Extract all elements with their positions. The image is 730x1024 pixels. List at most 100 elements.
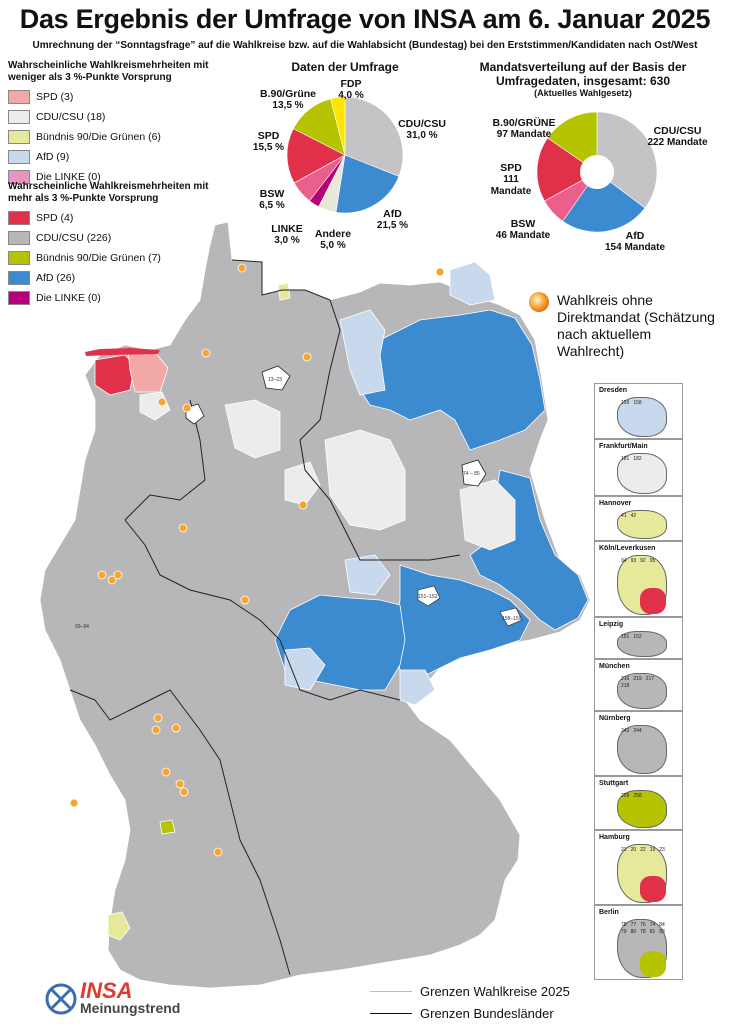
no-mandate-marker — [302, 352, 312, 362]
inset-district-label: 93 — [630, 558, 637, 564]
no-mandate-marker — [151, 725, 161, 735]
inset-title: Köln/Leverkusen — [599, 545, 656, 552]
pie1-title: Daten der Umfrage — [291, 60, 399, 74]
inset-district-label: 76 — [640, 922, 646, 928]
inset-district-label: 41 — [621, 513, 627, 519]
leipzig-city — [417, 585, 441, 607]
pie-slice-b-90-gr-ne — [547, 111, 598, 173]
inset-hamburg: Hamburg 21 20 22 19 23 — [594, 830, 683, 905]
berlin-city — [461, 459, 487, 487]
inset-district-label: 258 — [633, 793, 642, 799]
inset-district-label: 19 — [649, 847, 656, 853]
legend-item: Bündnis 90/Die Grünen (6) — [8, 127, 223, 147]
pie2-label-gruene: B.90/GRÜNE 97 Mandate — [492, 117, 556, 140]
legend-label: Bündnis 90/Die Grünen (7) — [36, 252, 161, 264]
gruene-weak-south-west — [107, 911, 131, 941]
cdu-weak-lowersaxony — [224, 399, 281, 459]
legend-swatch — [8, 231, 30, 245]
no-mandate-marker — [298, 500, 308, 510]
inset-frankfurt-main: Frankfurt/Main 181 182 — [594, 439, 683, 496]
pie-chart-mandates — [536, 111, 658, 233]
east-frisian-islands — [85, 348, 160, 356]
inset-district-shape — [617, 673, 667, 709]
legend-swatch — [8, 170, 30, 184]
page-title: Das Ergebnis der Umfrage von INSA am 6. … — [19, 4, 711, 34]
legend-item: AfD (26) — [8, 268, 223, 288]
legend-item: SPD (4) — [8, 208, 223, 228]
pie1-label-fdp: FDP 4,0 % — [338, 78, 364, 101]
inset-district-label: 83 — [659, 929, 665, 935]
inset-stuttgart: Stuttgart 259 258 — [594, 776, 683, 830]
inset-title: Leipzig — [599, 621, 624, 628]
legend-item: Die LINKE (0) — [8, 167, 223, 187]
cdu-weak-hannover — [284, 461, 321, 506]
inset-district-shape — [617, 919, 667, 978]
inset-district-label: 81 — [649, 929, 656, 935]
afd-weak-thuringia — [284, 647, 326, 691]
inset-title: Berlin — [599, 909, 619, 916]
legend-weak: Wahrscheinliche Wahlkreismehrheiten mit … — [8, 60, 223, 187]
inset-leipzig: Leipzig 151 152 — [594, 617, 683, 659]
legend-label: CDU/CSU (18) — [36, 111, 106, 123]
afd-weak-saxony-anhalt — [344, 554, 391, 596]
inset-district-label: 94 — [621, 558, 627, 564]
inset-district-label: 181 — [621, 456, 630, 462]
inset-district-label: 77 — [630, 922, 637, 928]
inset-berlin: Berlin 75 77 76 74 84 79 80 78 81 83 — [594, 905, 683, 980]
wk-border-label: Grenzen Wahlkreise 2025 — [420, 983, 570, 999]
legend-item: CDU/CSU (226) — [8, 228, 223, 248]
pie-chart-survey — [286, 96, 404, 214]
inset-title: Nürnberg — [599, 715, 631, 722]
inset-m-nchen: München 216 219 217 218 — [594, 659, 683, 711]
inset-district-label: 182 — [633, 456, 642, 462]
pie1-label-cdu: CDU/CSU 31,0 % — [398, 118, 446, 141]
legend-swatch — [8, 90, 30, 104]
gruene-weak-kiel — [277, 282, 291, 301]
inset-title: Dresden — [599, 387, 628, 394]
afd-weak-vogtland — [399, 669, 436, 706]
afd-weak-baltic — [449, 261, 496, 306]
inset-district-shape — [617, 453, 667, 494]
inset-district-label: 21 — [621, 847, 627, 853]
inset-district-label: 243 — [621, 728, 630, 734]
bl-border-line — [370, 1012, 412, 1014]
inset-district-label: 84 — [659, 922, 665, 928]
bl-border-label: Grenzen Bundesländer — [420, 1005, 554, 1021]
pie-slice-spd — [286, 128, 346, 184]
no-mandate-legend-text: Wahlkreis ohne Direktmandat (Schätzung n… — [557, 292, 715, 359]
no-mandate-marker — [201, 348, 211, 358]
inset-title: Frankfurt/Main — [599, 443, 648, 450]
pie-slice-cdu-csu — [344, 96, 404, 177]
legend-weak-heading: Wahrscheinliche Wahlkreismehrheiten mit … — [8, 60, 209, 83]
no-mandate-marker — [161, 767, 171, 777]
legend-swatch — [8, 211, 30, 225]
inset-district-label: 23 — [659, 847, 665, 853]
pie-slice-cdu-csu — [596, 111, 658, 209]
cdu-weak-lusatia — [459, 479, 516, 551]
pie1-label-spd: SPD 15,5 % — [252, 130, 285, 153]
no-mandate-marker — [175, 779, 185, 789]
pie-slice-afd — [335, 154, 400, 214]
legend-item: Bündnis 90/Die Grünen (7) — [8, 248, 223, 268]
map-label-leipzig: 151–152 — [418, 594, 438, 600]
inset-district-label: 20 — [630, 847, 637, 853]
pie1-label-andere: Andere 5,0 % — [314, 228, 352, 251]
legend-label: SPD (4) — [36, 212, 74, 224]
inset-district-label: 92 — [640, 558, 646, 564]
no-mandate-marker — [213, 847, 223, 857]
legend-swatch — [8, 291, 30, 305]
pie-slice-spd — [536, 137, 598, 202]
insa-logo-icon — [45, 983, 77, 1015]
page-subtitle: Umrechnung der “Sonntagsfrage” auf die W… — [32, 40, 698, 51]
legend-strong: Wahrscheinliche Wahlkreismehrheiten mit … — [8, 181, 223, 308]
pie2-label-afd: AfD 154 Mandate — [604, 230, 666, 253]
pie-slice-fdp — [330, 96, 346, 156]
legend-label: AfD (9) — [36, 151, 70, 163]
inset-district-label: 219 — [633, 676, 642, 682]
pie2-label-cdu: CDU/CSU 222 Mandate — [647, 125, 708, 148]
pie1-label-bsw: BSW 6,5 % — [259, 188, 285, 211]
insa-logo-brand: INSA — [80, 978, 133, 1003]
inset-district-label: 218 — [621, 683, 630, 689]
inset-title: Hannover — [599, 500, 632, 507]
inset-district-shape — [617, 555, 667, 615]
